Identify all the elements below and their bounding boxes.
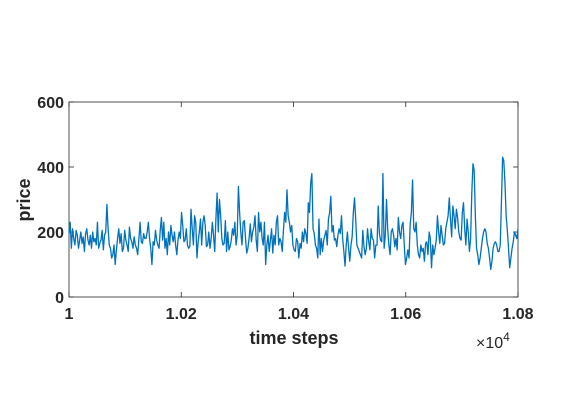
y-axis-title: price <box>14 178 34 221</box>
x-tick-label: 1 <box>65 306 74 323</box>
y-tick-label: 0 <box>55 290 64 307</box>
y-tick-label: 400 <box>37 160 64 177</box>
y-tick-label: 600 <box>37 95 64 112</box>
x-tick-label: 1.02 <box>166 306 197 323</box>
x-axis-multiplier-label: ×104 <box>476 330 510 352</box>
price-series-line <box>68 156 519 271</box>
x-tick-label: 1.06 <box>390 306 421 323</box>
x-tick-label: 1.04 <box>278 306 309 323</box>
y-tick-label: 200 <box>37 225 64 242</box>
plot-area-frame <box>68 101 519 298</box>
x-axis-title: time steps <box>249 328 338 348</box>
x-axis-multiplier-base: ×10 <box>476 335 503 352</box>
axes-box <box>68 101 519 298</box>
x-axis-multiplier-exponent: 4 <box>503 330 510 344</box>
ticks-layer: 1 1.02 1.04 1.06 1.08 0 200 400 600 <box>37 95 533 323</box>
series-layer <box>68 156 519 271</box>
x-tick-label: 1.08 <box>502 306 533 323</box>
